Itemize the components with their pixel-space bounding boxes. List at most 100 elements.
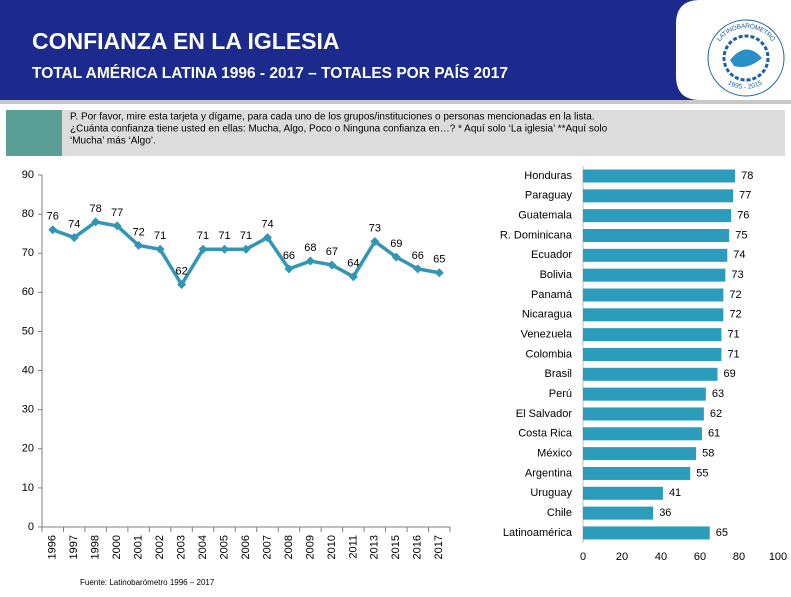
- category-label: Colombia: [526, 348, 573, 360]
- bar: [583, 526, 710, 539]
- data-label: 71: [218, 230, 230, 242]
- data-label: 67: [326, 246, 338, 258]
- data-label: 66: [283, 250, 295, 262]
- line-marker: [220, 245, 229, 254]
- y-tick-label: 50: [22, 325, 34, 337]
- category-label: El Salvador: [516, 408, 573, 420]
- charts: 0102030405060708090199676199774199878200…: [22, 166, 787, 563]
- bar: [583, 507, 653, 520]
- category-label: Latinoamérica: [503, 527, 573, 539]
- data-label: 72: [729, 289, 741, 301]
- x-tick-label: 80: [733, 551, 745, 563]
- data-label: 74: [68, 218, 80, 230]
- logo: LATINOBARÓMETRO 1995 - 2015: [708, 20, 784, 96]
- data-label: 41: [669, 487, 681, 499]
- x-tick-label: 2000: [111, 535, 123, 559]
- data-label: 76: [47, 211, 59, 223]
- bar: [583, 348, 721, 361]
- data-label: 77: [739, 190, 751, 202]
- data-label: 65: [716, 527, 728, 539]
- bar: [583, 368, 718, 381]
- x-tick-label: 2003: [175, 535, 187, 559]
- y-tick-label: 10: [22, 482, 34, 494]
- category-label: México: [537, 448, 572, 460]
- bar: [583, 288, 723, 301]
- page-subtitle: TOTAL AMÉRICA LATINA 1996 - 2017 – TOTAL…: [32, 65, 508, 82]
- data-label: 74: [733, 249, 745, 261]
- y-tick-label: 60: [22, 286, 34, 298]
- x-tick-label: 2002: [154, 535, 166, 559]
- x-tick-label: 2007: [261, 535, 273, 559]
- x-tick-label: 2015: [390, 535, 402, 559]
- x-tick-label: 2009: [304, 535, 316, 559]
- category-label: Argentina: [525, 467, 573, 479]
- x-tick-label: 2001: [133, 535, 145, 559]
- x-tick-label: 20: [616, 551, 628, 563]
- y-tick-label: 40: [22, 364, 34, 376]
- data-label: 36: [659, 507, 671, 519]
- y-tick-label: 80: [22, 208, 34, 220]
- category-label: Panamá: [531, 289, 573, 301]
- x-tick-label: 100: [769, 551, 787, 563]
- bar: [583, 269, 725, 282]
- bar: [583, 229, 729, 242]
- data-label: 55: [696, 467, 708, 479]
- header-rule: [0, 100, 791, 104]
- x-tick-label: 2013: [369, 535, 381, 559]
- data-label: 76: [737, 210, 749, 222]
- data-label: 72: [729, 309, 741, 321]
- question-line: P. Por favor, mire esta tarjeta y dígame…: [70, 112, 595, 123]
- data-label: 71: [197, 230, 209, 242]
- question-line: ¿Cuánta confianza tiene usted en ellas: …: [70, 124, 608, 135]
- y-tick-label: 30: [22, 404, 34, 416]
- bar: [583, 427, 702, 440]
- data-label: 68: [304, 242, 316, 254]
- category-label: Nicaragua: [522, 309, 573, 321]
- data-label: 62: [710, 408, 722, 420]
- y-tick-label: 90: [22, 169, 34, 181]
- data-label: 71: [240, 230, 252, 242]
- category-label: Chile: [547, 507, 572, 519]
- bar: [583, 407, 704, 420]
- category-label: Ecuador: [531, 249, 572, 261]
- category-label: Perú: [549, 388, 572, 400]
- x-tick-label: 2008: [283, 535, 295, 559]
- bar: [583, 388, 706, 401]
- data-label: 65: [433, 254, 445, 266]
- bar: [583, 447, 696, 460]
- category-label: Costa Rica: [518, 428, 573, 440]
- data-label: 77: [111, 207, 123, 219]
- x-tick-label: 1996: [47, 535, 59, 559]
- line-marker: [435, 268, 444, 277]
- x-tick-label: 60: [694, 551, 706, 563]
- question-marker: [6, 110, 62, 156]
- data-label: 74: [261, 218, 273, 230]
- category-label: Venezuela: [521, 329, 573, 341]
- x-tick-label: 2010: [326, 535, 338, 559]
- line-marker: [306, 257, 315, 266]
- category-label: Guatemala: [518, 210, 573, 222]
- data-label: 62: [175, 265, 187, 277]
- data-label: 69: [724, 368, 736, 380]
- x-tick-label: 2011: [347, 535, 359, 559]
- data-label: 61: [708, 428, 720, 440]
- bar: [583, 189, 733, 202]
- data-label: 71: [154, 230, 166, 242]
- bar: [583, 328, 721, 341]
- data-label: 58: [702, 448, 714, 460]
- x-tick-label: 0: [580, 551, 586, 563]
- data-label: 78: [90, 203, 102, 215]
- page-title: CONFIANZA EN LA IGLESIA: [32, 28, 340, 54]
- x-tick-label: 2006: [240, 535, 252, 559]
- y-tick-label: 20: [22, 443, 34, 455]
- bar: [583, 249, 727, 262]
- data-label: 72: [133, 226, 145, 238]
- data-label: 71: [727, 348, 739, 360]
- y-tick-label: 0: [28, 521, 34, 533]
- x-tick-label: 2017: [433, 535, 445, 559]
- category-label: Honduras: [524, 170, 572, 182]
- category-label: Brasil: [544, 368, 572, 380]
- bar: [583, 209, 731, 222]
- data-label: 64: [347, 258, 359, 270]
- category-label: Bolivia: [540, 269, 573, 281]
